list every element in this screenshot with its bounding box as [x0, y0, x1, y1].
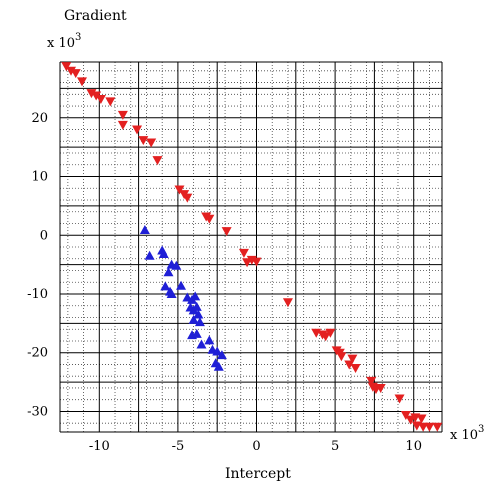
blue-data-point — [139, 224, 150, 234]
y-tick-label: -30 — [27, 404, 48, 419]
blue-data-point — [193, 309, 204, 319]
data-points — [61, 62, 443, 432]
red-data-point — [95, 95, 106, 104]
red-data-point — [146, 138, 157, 148]
blue-data-point — [196, 339, 207, 349]
x-axis-label: Intercept — [225, 466, 291, 482]
red-data-point — [366, 376, 377, 386]
blue-data-point — [194, 317, 205, 327]
red-data-point — [221, 227, 232, 237]
x-axis-multiplier: x 103 — [450, 424, 484, 443]
blue-data-point — [188, 314, 199, 324]
x-tick-label: 0 — [252, 439, 260, 454]
red-data-point — [400, 410, 411, 420]
red-data-point — [238, 248, 249, 258]
red-data-point — [117, 110, 128, 120]
red-data-point — [132, 125, 143, 135]
blue-data-point — [204, 335, 215, 345]
red-data-point — [344, 360, 355, 370]
blue-data-point — [216, 350, 227, 360]
blue-data-point — [166, 288, 177, 298]
red-data-point — [251, 257, 262, 267]
y-tick-label: -20 — [27, 346, 48, 361]
red-data-point — [347, 354, 358, 364]
blue-data-point — [171, 260, 182, 270]
y-tick-label: 0 — [40, 228, 48, 243]
blue-data-point — [163, 267, 174, 277]
y-tick-label: 20 — [31, 111, 48, 126]
blue-data-point — [176, 280, 187, 290]
blue-data-point — [190, 291, 201, 301]
y-axis-label: Gradient — [64, 8, 127, 24]
blue-data-point — [212, 346, 223, 356]
red-data-point — [325, 328, 336, 338]
blue-data-point — [191, 328, 202, 338]
red-data-point — [320, 332, 331, 342]
red-data-point — [182, 193, 193, 203]
red-data-point — [77, 77, 88, 87]
red-data-point — [432, 422, 443, 432]
y-axis-multiplier: x 103 — [47, 32, 81, 51]
red-data-point — [66, 66, 77, 76]
red-data-point — [394, 394, 405, 404]
red-data-point — [424, 422, 435, 432]
red-data-point — [152, 156, 163, 166]
x-tick-label: -10 — [89, 439, 110, 454]
red-data-point — [336, 352, 347, 362]
x-tick-label: -5 — [172, 439, 185, 454]
blue-data-point — [144, 250, 155, 260]
red-data-point — [117, 120, 128, 130]
blue-data-point — [191, 301, 202, 311]
red-data-point — [61, 62, 72, 72]
red-data-point — [375, 383, 386, 393]
y-tick-label: 10 — [31, 170, 48, 185]
x-tick-label: 5 — [331, 439, 339, 454]
y-tick-label: -10 — [27, 287, 48, 302]
red-data-point — [416, 414, 427, 424]
minor-gridlines — [60, 62, 442, 432]
x-tick-label: 10 — [405, 439, 422, 454]
blue-data-point — [160, 281, 171, 291]
red-data-point — [70, 69, 81, 79]
red-data-point — [138, 136, 149, 146]
red-data-point — [418, 422, 429, 432]
plot-frame — [59, 61, 443, 433]
red-data-point — [91, 91, 102, 101]
red-data-point — [350, 363, 361, 373]
red-data-point — [86, 89, 97, 99]
blue-data-point — [213, 361, 224, 371]
blue-data-point — [158, 249, 169, 259]
red-data-point — [105, 97, 116, 107]
red-data-point — [174, 185, 185, 195]
tick-labels: -10 -5 0 5 10 20 10 0 -10 -20 -30 — [27, 111, 422, 454]
red-data-point — [204, 214, 215, 224]
red-data-point — [282, 298, 293, 308]
